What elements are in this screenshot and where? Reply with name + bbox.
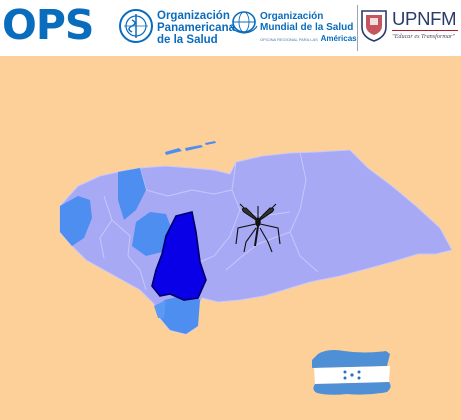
honduras-flag: [312, 350, 391, 395]
paho-emblem-icon: [119, 9, 153, 43]
paho-line2: Panamericana: [157, 22, 235, 34]
who-name: Organización Mundial de la Salud OFICINA…: [260, 11, 357, 44]
dept-cortes: [118, 168, 146, 220]
map-panel: [0, 56, 461, 420]
who-emblem-icon: [230, 11, 258, 34]
who-line1: Organización: [260, 11, 324, 22]
upnfm-shield-icon: [361, 10, 387, 42]
ops-logo: OPS: [2, 1, 94, 49]
dept-comayagua: [132, 212, 172, 256]
dept-choluteca: [160, 294, 200, 334]
mosquito-icon: [235, 203, 281, 253]
dept-francisco-morazan: [151, 211, 207, 301]
department-borders: [99, 151, 319, 291]
paho-line3: de la Salud: [157, 34, 218, 46]
bay-islands: [165, 141, 216, 155]
paho-name: Organización Panamericana de la Salud: [157, 10, 235, 46]
upnfm-underline: [392, 30, 458, 31]
dept-copan: [60, 196, 92, 246]
who-line2: Mundial de la Salud: [260, 22, 354, 33]
who-region: Américas: [320, 34, 357, 43]
upnfm-motto: "Educar es Transformar": [392, 33, 455, 40]
upnfm-title: UPNFM: [392, 8, 457, 29]
dept-valle: [154, 300, 166, 318]
who-region-small: OFICINA REGIONAL PARA LAS: [260, 37, 318, 42]
honduras-map: [59, 141, 453, 335]
header-divider: [357, 5, 358, 51]
header-bar: OPS Organización Panamericana de la Salu…: [0, 0, 461, 56]
paho-line1: Organización: [157, 10, 230, 22]
